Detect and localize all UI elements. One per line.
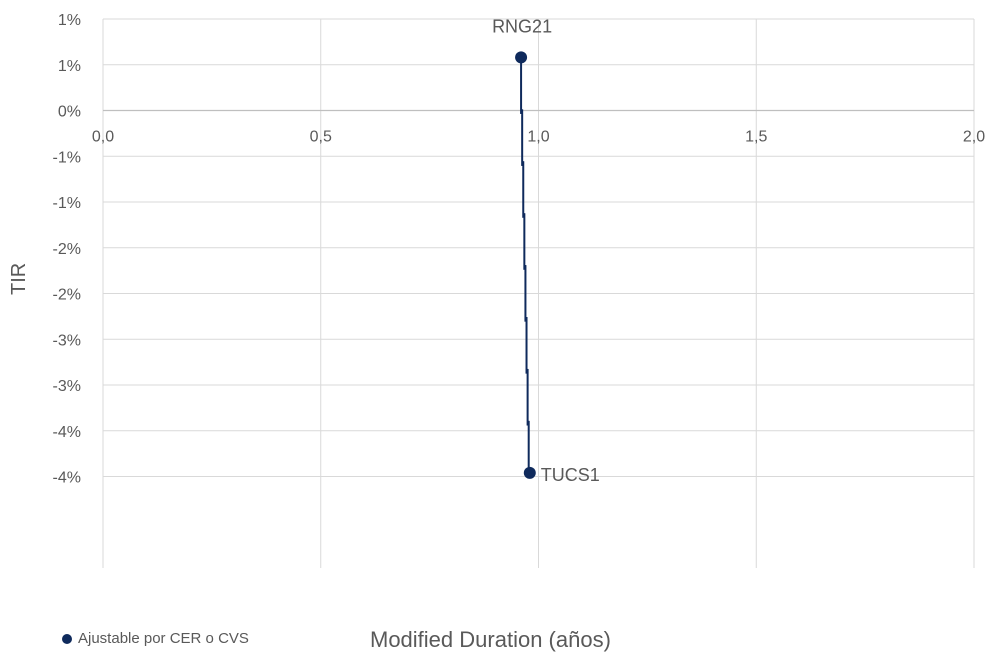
data-label: TUCS1 xyxy=(541,465,600,485)
x-tick-label: 2,0 xyxy=(963,129,985,146)
y-tick-label: -2% xyxy=(53,287,81,304)
x-axis-title: Modified Duration (años) xyxy=(370,627,611,652)
y-tick-label: -1% xyxy=(53,195,81,212)
x-tick-label: 1,5 xyxy=(745,129,767,146)
y-tick-label: 1% xyxy=(58,58,81,75)
data-label: RNG21 xyxy=(492,16,552,36)
y-axis-title: TIR xyxy=(8,262,30,295)
data-point xyxy=(515,51,528,64)
data-point xyxy=(523,466,536,479)
y-tick-label: -4% xyxy=(53,470,81,487)
x-tick-label: 0,0 xyxy=(92,129,114,146)
y-tick-label: -3% xyxy=(53,378,81,395)
series-ajustable-por-cer-o-cvs: RNG21 TUCS1 xyxy=(492,16,600,484)
x-axis-ticks: 0,0 0,5 1,0 1,5 2,0 xyxy=(92,129,985,146)
y-tick-label: -2% xyxy=(53,241,81,258)
y-tick-label: -3% xyxy=(53,332,81,349)
legend: Ajustable por CER o CVS xyxy=(62,630,249,647)
y-tick-label: -4% xyxy=(53,424,81,441)
x-tick-label: 0,5 xyxy=(310,129,332,146)
y-tick-label: 1% xyxy=(58,12,81,29)
trendline xyxy=(520,57,531,478)
grid-lines xyxy=(102,18,975,568)
y-tick-label: 0% xyxy=(58,104,81,121)
legend-marker xyxy=(62,633,72,644)
y-tick-label: -1% xyxy=(53,149,81,166)
legend-label: Ajustable por CER o CVS xyxy=(78,630,249,647)
x-tick-label: 1,0 xyxy=(527,129,549,146)
y-axis-ticks: 1% 1% 0% -1% -1% -2% -2% -3% -3% -4% -4% xyxy=(53,12,81,487)
